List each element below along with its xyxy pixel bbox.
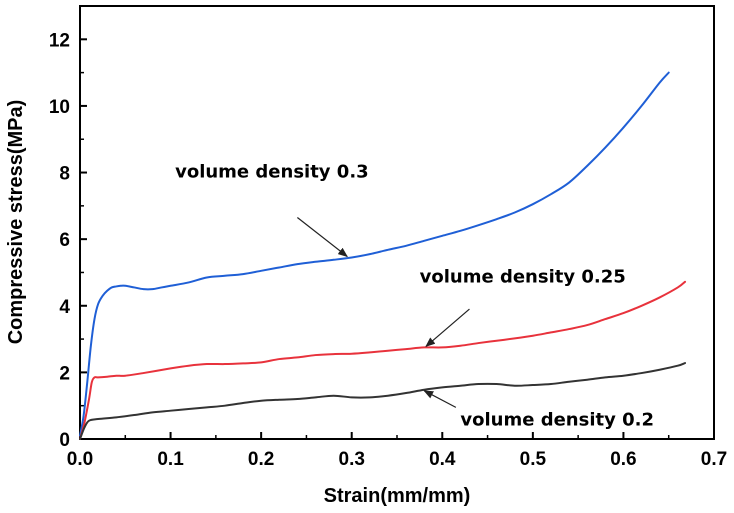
x-tick-label: 0.4 [429,449,456,470]
annotation-label: volume density 0.2 [460,410,654,431]
annotation-arrow [423,390,457,408]
annotation-arrow [425,308,470,348]
x-tick-label: 0.0 [67,449,93,470]
y-tick-label: 10 [49,97,70,118]
x-tick-label: 0.2 [248,449,274,470]
y-tick-label: 2 [59,363,70,384]
plot-frame [79,5,715,440]
series-layer [79,71,687,440]
series-line-density-0-3 [79,71,670,437]
x-tick-label: 0.5 [520,449,547,470]
y-tick-label: 6 [59,230,70,251]
y-tick-label: 8 [59,164,70,185]
annotation-label: volume density 0.3 [175,162,369,183]
y-axis-title: Compressive stress(MPa) [5,100,27,345]
y-tick-label: 4 [59,297,70,318]
x-tick-label: 0.6 [610,449,636,470]
y-tick-label: 0 [59,430,70,451]
x-tick-label: 0.3 [339,449,365,470]
x-tick-label: 0.1 [157,449,184,470]
x-tick-label: 0.7 [701,449,727,470]
x-axis: 0.0 0.1 0.2 0.3 0.4 0.5 0.6 0.7 [67,432,727,470]
y-tick-label: 12 [49,30,70,51]
x-axis-title: Strain(mm/mm) [324,485,471,507]
series-line-density-0-2 [79,362,687,440]
plot-area-border [79,5,715,440]
series-line-density-0-25 [79,280,687,440]
annotation-layer: volume density 0.3 volume density 0.25 vol… [175,162,654,431]
annotation-label: volume density 0.25 [420,266,626,287]
y-axis: 0 2 4 6 8 10 12 [49,30,87,451]
annotation-arrow [297,217,348,258]
